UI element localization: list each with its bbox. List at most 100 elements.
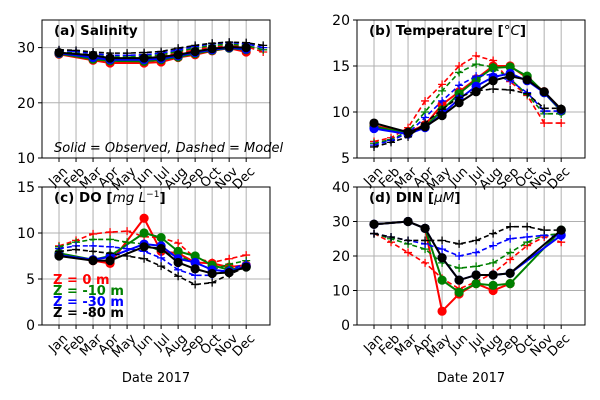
model-line	[373, 88, 562, 148]
observed-point	[88, 256, 98, 266]
observed-point	[173, 257, 183, 268]
observed-point	[420, 223, 430, 233]
model-point	[489, 258, 498, 267]
observed-point	[207, 268, 217, 279]
observed-point	[420, 122, 430, 132]
panel-title: (c) DO [mg L−1]	[54, 190, 166, 206]
model-point	[438, 86, 447, 95]
plot-frame	[41, 186, 271, 326]
observed-point	[454, 287, 464, 297]
y-tick-label: 40	[332, 180, 350, 196]
panel-din: 010203040JanFebMarAprMayJunJulAugSepOctN…	[332, 180, 586, 361]
observed-point	[190, 264, 200, 274]
observed-line	[373, 220, 562, 282]
observed-point	[403, 127, 413, 137]
model-point	[191, 280, 200, 289]
panel-title: (b) Temperature [°C]	[369, 23, 526, 39]
observed-point	[539, 87, 549, 97]
y-tick-label: 0	[341, 318, 350, 334]
model-point	[370, 229, 379, 238]
model-point	[157, 262, 166, 271]
observed-point	[207, 44, 217, 54]
model-point	[106, 249, 115, 258]
y-tick-label: 0	[26, 318, 35, 334]
observed-point	[241, 262, 251, 272]
model-point	[489, 85, 498, 93]
observed-line	[58, 245, 247, 275]
observed-point	[437, 306, 447, 316]
model-point	[438, 96, 447, 105]
panel-title: (a) Salinity	[54, 23, 138, 39]
panel-salinity: 102030JanFebMarAprMayJunJulAugSepOctNovD…	[17, 19, 271, 194]
observed-point	[454, 98, 464, 108]
y-tick-label: 10	[17, 226, 35, 242]
series-2	[54, 228, 251, 275]
model-point	[106, 228, 115, 237]
depth-legend: Z = 0 mZ = -10 mZ = -30 mZ = -80 m	[53, 273, 124, 321]
plot-frame	[41, 19, 271, 159]
model-point	[540, 104, 549, 113]
observed-point	[139, 213, 149, 223]
model-point	[174, 272, 183, 281]
depth-legend-entry: Z = -30 m	[53, 295, 124, 310]
model-point	[421, 236, 430, 245]
model-point	[89, 247, 98, 256]
y-tick-label: 5	[341, 151, 350, 167]
observed-point	[224, 267, 234, 278]
observed-point	[437, 275, 447, 285]
observed-point	[156, 244, 166, 254]
model-point	[489, 229, 498, 238]
model-point	[387, 233, 396, 242]
y-tick-label: 15	[332, 59, 350, 75]
model-point	[540, 226, 549, 235]
observed-point	[471, 87, 481, 97]
observed-point	[369, 219, 379, 229]
plot-frame	[356, 19, 586, 159]
model-point	[472, 51, 481, 60]
model-point	[506, 222, 515, 231]
y-tick-label: 10	[17, 151, 35, 167]
observed-point	[505, 279, 515, 289]
observed-point	[139, 242, 149, 252]
model-line	[58, 248, 247, 286]
x-axis-label: Date 2017	[122, 371, 190, 386]
model-point	[123, 49, 132, 58]
y-tick-label: 30	[17, 41, 35, 57]
observed-point	[139, 53, 149, 63]
observed-point	[190, 251, 200, 261]
model-point	[438, 245, 447, 254]
model-point	[123, 227, 132, 236]
observed-point	[190, 46, 200, 57]
observed-point	[522, 75, 532, 85]
observed-point	[471, 270, 481, 280]
model-point	[540, 119, 549, 128]
model-point	[157, 253, 166, 262]
observed-point	[437, 111, 447, 121]
observed-point	[488, 63, 498, 73]
observed-point	[556, 225, 566, 235]
model-line	[373, 232, 562, 290]
x-axis-label: Date 2017	[437, 371, 505, 386]
model-point	[506, 255, 515, 264]
panel-do: 051015JanFebMarAprMayJunJulAugSepOctNovD…	[17, 180, 271, 361]
model-point	[489, 241, 498, 250]
model-point	[421, 96, 430, 105]
model-line	[373, 225, 562, 245]
model-point	[557, 119, 566, 128]
observed-point	[88, 50, 98, 60]
panel-temperature: 5101520JanFebMarAprMayJunJulAugSepOctNov…	[332, 13, 586, 194]
model-point	[404, 236, 413, 245]
model-point	[506, 248, 515, 257]
model-point	[472, 72, 481, 81]
y-tick-label: 20	[17, 96, 35, 112]
model-point	[106, 235, 115, 244]
observed-point	[105, 53, 115, 63]
model-point	[472, 236, 481, 245]
model-point	[523, 222, 532, 231]
panel-title: (d) DIN [μM]	[369, 190, 461, 206]
model-point	[506, 234, 515, 243]
observed-line	[373, 220, 562, 282]
depth-legend-entry: Z = 0 m	[53, 273, 110, 288]
observed-point	[156, 52, 166, 62]
